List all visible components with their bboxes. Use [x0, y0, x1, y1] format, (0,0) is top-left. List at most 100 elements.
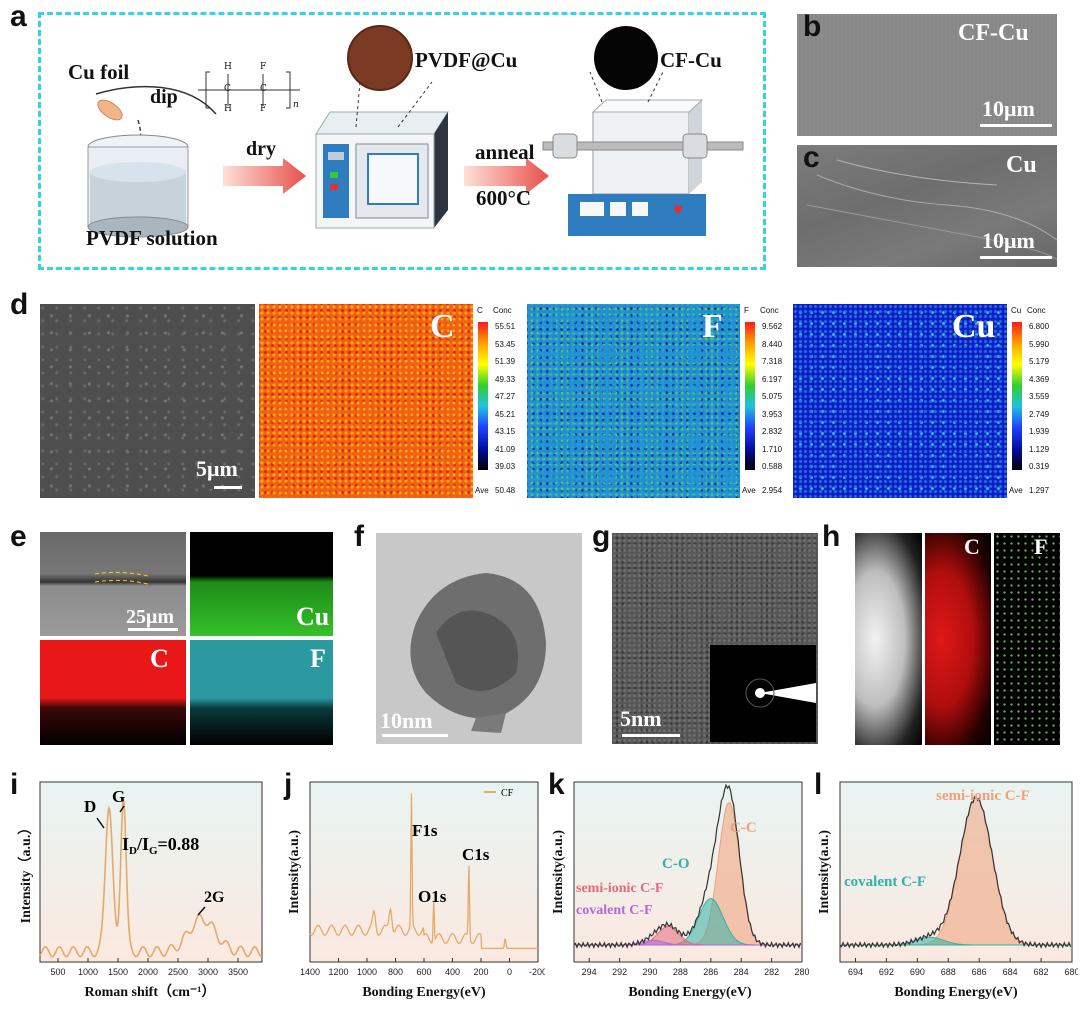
chart-k-frame — [573, 781, 803, 963]
cu-foil-icon — [97, 99, 123, 121]
formula-f-2: F — [260, 104, 267, 114]
x-tick-label: 690 — [910, 967, 925, 977]
chart-j-legend: CF — [501, 788, 514, 799]
colorbar-1-tick: 3.953 — [762, 409, 783, 419]
tem-f-scale-text: 10nm — [380, 708, 433, 733]
sem-image-d — [40, 304, 255, 498]
l-covalent-label: covalent C-F — [844, 874, 926, 890]
colorbar-1-tick: 1.710 — [762, 444, 783, 454]
sem-cross-section-e — [40, 532, 186, 636]
colorbar-0-tick: 53.45 — [495, 339, 516, 349]
x-tick-label: -200 — [529, 967, 545, 977]
colorbar-1-gradient — [745, 322, 755, 470]
colorbar-0-tick: 49.33 — [495, 374, 516, 384]
colorbar-1-tick: 2.832 — [762, 427, 783, 436]
dip-label: dip — [150, 86, 178, 108]
panel-label-j: j — [284, 768, 293, 801]
sem-b-scale-bar — [980, 124, 1052, 127]
map-h-f-label: F — [1034, 534, 1048, 559]
raman-spectrum-line — [39, 798, 262, 958]
sem-c-scale-text: 10μm — [982, 228, 1035, 253]
cf-cu-label: CF-Cu — [660, 48, 722, 72]
sem-d-scale-text: 5μm — [196, 456, 238, 481]
sem-image-c — [797, 145, 1057, 267]
colorbar-2-tick: 4.369 — [1029, 374, 1050, 384]
colorbar-1-tick: 6.197 — [762, 374, 783, 384]
dry-arrow-icon — [223, 158, 306, 194]
raman-g-label: G — [112, 787, 125, 806]
pvdf-formula — [198, 71, 300, 109]
x-tick-label: 292 — [612, 967, 627, 977]
map-f — [527, 304, 740, 498]
map-e-cu-label: Cu — [296, 602, 330, 631]
colorbar-0-tick: 55.51 — [495, 322, 516, 331]
colorbar-1-ave-label: Ave — [742, 486, 756, 495]
colorbar-2-tick: 2.749 — [1029, 409, 1050, 419]
f1s-label: F1s — [412, 821, 438, 840]
chart-l: 694 692 690 688 686 684 682 680 semi-ionic C-F … — [817, 781, 1078, 1000]
colorbar-0-tick: 43.15 — [495, 427, 516, 436]
k-co-label: C-O — [662, 856, 690, 872]
pvdf-cu-disc — [348, 26, 412, 90]
x-tick-label: 280 — [794, 967, 809, 977]
x-tick-label: 288 — [673, 967, 688, 977]
map-c-label: C — [430, 308, 455, 345]
x-tick-label: 600 — [416, 967, 431, 977]
colorbar-2-ave-label: Ave — [1009, 486, 1023, 495]
x-tick-label: 2500 — [168, 967, 188, 977]
ratio-annotation: ID/IG=0.88 — [122, 834, 199, 857]
sem-e-scale-text: 25μm — [126, 606, 174, 628]
sem-b-scale-text: 10μm — [982, 96, 1035, 121]
x-tick-label: 686 — [972, 967, 987, 977]
chart-k-xlabel: Bonding Energy(eV) — [628, 985, 752, 1000]
x-tick-label: 294 — [582, 967, 597, 977]
formula-n: n — [293, 100, 299, 110]
x-tick-label: 1400 — [300, 967, 320, 977]
cu-foil-label: Cu foil — [68, 60, 130, 84]
chart-i-frame — [39, 781, 263, 963]
colorbar-1-title: F — [744, 306, 749, 315]
chart-i-ylabel: Intensity（a.u.） — [18, 821, 34, 924]
x-tick-label: 1200 — [328, 967, 348, 977]
x-tick-label: 400 — [445, 967, 460, 977]
colorbar-1-tick: 7.318 — [762, 357, 783, 366]
colorbar-2-tick: 6.800 — [1029, 322, 1050, 331]
colorbar-0-tick: 47.27 — [495, 392, 516, 401]
map-e-f-label: F — [310, 644, 326, 673]
formula-h-2: H — [224, 104, 232, 114]
xps-survey-line — [309, 793, 538, 950]
k-semi-ionic-label: semi-ionic C-F — [576, 881, 663, 896]
sem-e-scale-bar — [128, 628, 178, 631]
f1s-envelope-line — [839, 795, 1072, 949]
colorbar-2-tick: 3.559 — [1029, 392, 1050, 401]
c1s-envelope-line — [573, 783, 802, 949]
colorbar-0-ave-value: 50.48 — [495, 486, 516, 495]
colorbar-0-ave-label: Ave — [475, 486, 489, 495]
colorbar-2-tick: 1.939 — [1029, 427, 1050, 436]
anneal-arrow-icon — [464, 158, 549, 194]
hrtem-g-scale-bar — [622, 734, 680, 737]
colorbar-0-tick: 45.21 — [495, 409, 516, 419]
x-tick-label: 3500 — [228, 967, 248, 977]
x-tick-label: 694 — [848, 967, 863, 977]
x-tick-label: 500 — [50, 967, 65, 977]
oven-icon — [315, 111, 449, 229]
colorbar-0-tick: 39.03 — [495, 462, 516, 471]
chart-l-ylabel: Intensity(a.u.) — [817, 830, 832, 914]
x-tick-label: 692 — [879, 967, 894, 977]
tube-furnace-icon — [542, 99, 744, 236]
panel-label-b: b — [803, 10, 822, 43]
x-tick-label: 3000 — [198, 967, 218, 977]
x-tick-label: 0 — [507, 967, 512, 977]
anneal-label: anneal — [475, 140, 535, 164]
saed-inset — [710, 645, 816, 742]
beaker-icon — [87, 134, 189, 238]
pvdf-solution-label: PVDF solution — [86, 226, 218, 250]
o1s-label: O1s — [418, 887, 447, 906]
colorbar-1-tick: 8.440 — [762, 339, 783, 349]
panel-label-k: k — [548, 768, 565, 801]
panel-label-a: a — [10, 0, 27, 33]
map-e-cu — [190, 532, 333, 636]
raman-d-label: D — [84, 797, 96, 816]
k-covalent-label: covalent C-F — [576, 903, 653, 918]
